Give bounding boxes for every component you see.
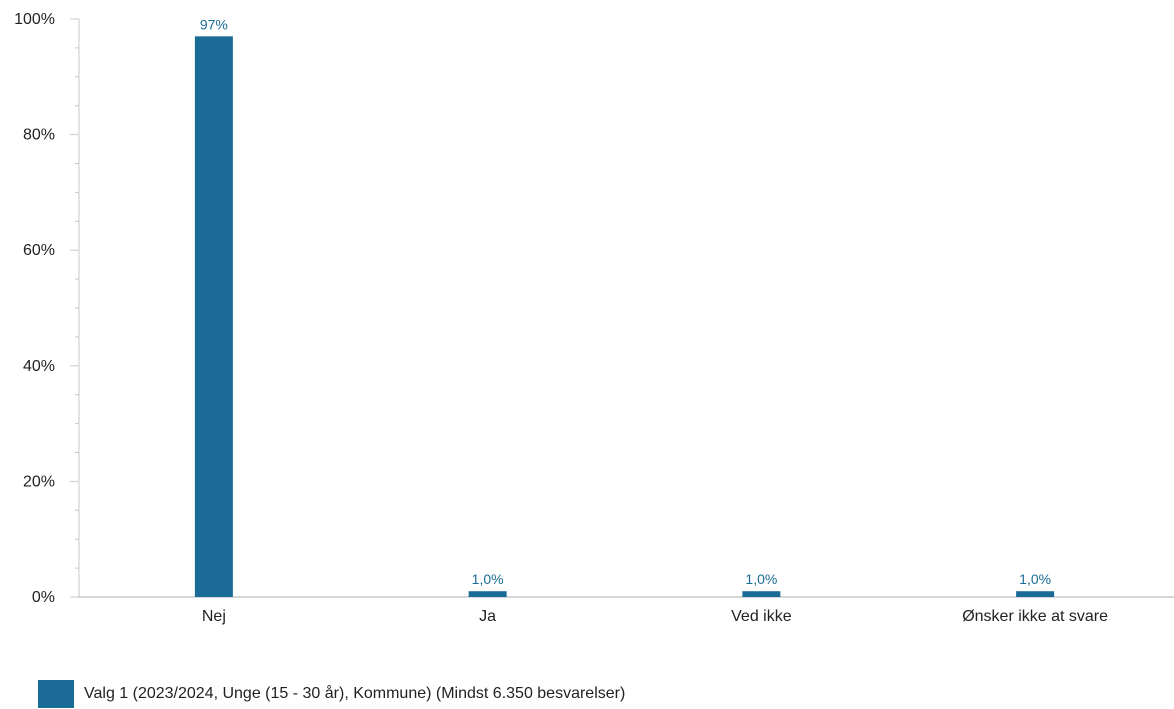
- y-tick-label: 80%: [23, 127, 55, 144]
- y-axis: 0% 20% 40% 60% 80% 100%: [14, 11, 80, 606]
- bars: [194, 36, 1055, 597]
- data-label: 1,0%: [472, 571, 504, 587]
- bar: [1016, 591, 1055, 597]
- bar: [468, 591, 507, 597]
- x-tick-label: Ønsker ikke at svare: [962, 608, 1108, 625]
- bar: [194, 36, 233, 597]
- data-label: 97%: [200, 16, 228, 32]
- bar: [742, 591, 781, 597]
- y-tick-label: 100%: [14, 11, 55, 28]
- data-label: 1,0%: [745, 571, 777, 587]
- x-tick-label: Nej: [202, 608, 226, 625]
- x-tick-label: Ved ikke: [731, 608, 792, 625]
- y-tick-label: 40%: [23, 358, 55, 375]
- data-labels: 97% 1,0% 1,0% 1,0%: [200, 16, 1051, 587]
- x-axis: Nej Ja Ved ikke Ønsker ikke at svare: [79, 596, 1174, 625]
- legend-label: Valg 1 (2023/2024, Unge (15 - 30 år), Ko…: [84, 685, 626, 702]
- x-tick-label: Ja: [479, 608, 496, 625]
- legend-swatch: [38, 680, 74, 708]
- y-tick-label: 20%: [23, 473, 55, 490]
- legend: Valg 1 (2023/2024, Unge (15 - 30 år), Ko…: [38, 680, 625, 708]
- y-tick-label: 60%: [23, 242, 55, 259]
- data-label: 1,0%: [1019, 571, 1051, 587]
- y-tick-label: 0%: [32, 589, 55, 606]
